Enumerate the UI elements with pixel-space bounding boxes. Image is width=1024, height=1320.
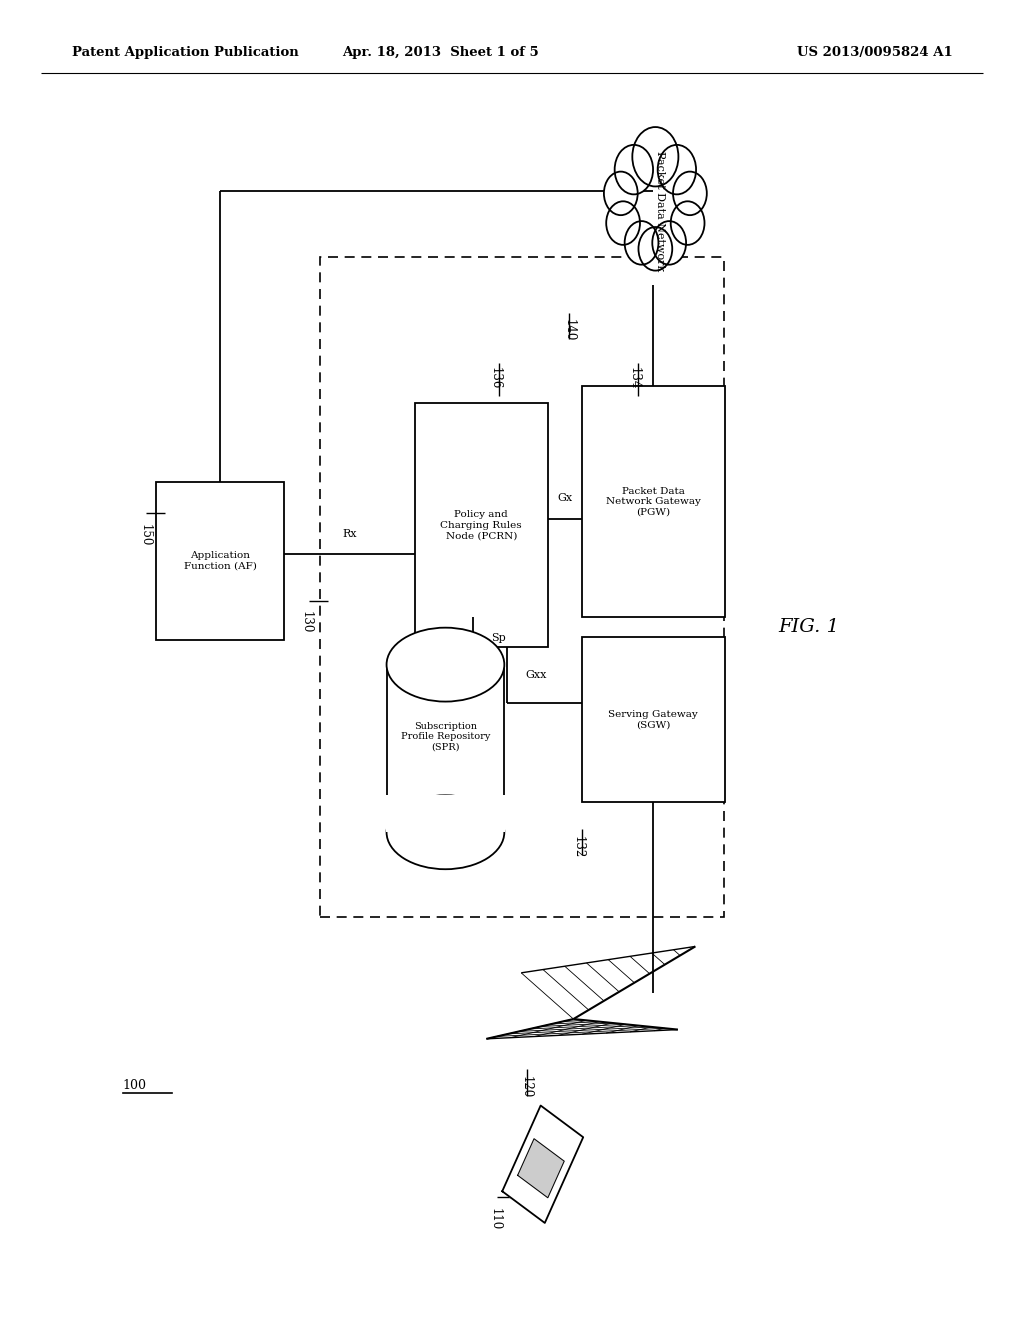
Text: Subscription
Profile Repository
(SPR): Subscription Profile Repository (SPR) bbox=[400, 722, 490, 751]
Text: Application
Function (AF): Application Function (AF) bbox=[183, 552, 257, 570]
Bar bbox=[319, 257, 725, 917]
Text: 130: 130 bbox=[299, 611, 312, 634]
Bar bbox=[385, 795, 506, 833]
Text: 134: 134 bbox=[628, 367, 641, 389]
Ellipse shape bbox=[386, 795, 504, 869]
Text: 138: 138 bbox=[415, 836, 428, 858]
Ellipse shape bbox=[386, 627, 504, 702]
Polygon shape bbox=[502, 1106, 584, 1222]
Text: 100: 100 bbox=[123, 1078, 146, 1092]
Bar bbox=[582, 385, 725, 618]
Text: Rx: Rx bbox=[342, 528, 356, 539]
Text: Packet Data
Network Gateway
(PGW): Packet Data Network Gateway (PGW) bbox=[606, 487, 700, 516]
Circle shape bbox=[671, 202, 705, 246]
Text: Policy and
Charging Rules
Node (PCRN): Policy and Charging Rules Node (PCRN) bbox=[440, 511, 522, 540]
Circle shape bbox=[633, 127, 679, 186]
Text: 140: 140 bbox=[562, 319, 575, 342]
Text: 110: 110 bbox=[488, 1208, 502, 1230]
Text: Patent Application Publication: Patent Application Publication bbox=[72, 46, 298, 59]
Circle shape bbox=[639, 227, 672, 271]
Circle shape bbox=[673, 172, 707, 215]
Text: 150: 150 bbox=[138, 524, 152, 546]
Bar bbox=[415, 404, 548, 648]
Text: Serving Gateway
(SGW): Serving Gateway (SGW) bbox=[608, 710, 698, 729]
Bar bbox=[156, 482, 284, 640]
Bar bbox=[387, 665, 504, 833]
Circle shape bbox=[606, 202, 640, 246]
Text: 136: 136 bbox=[488, 367, 502, 389]
Circle shape bbox=[614, 145, 653, 194]
Text: Packet Data Network: Packet Data Network bbox=[655, 150, 666, 272]
Text: Apr. 18, 2013  Sheet 1 of 5: Apr. 18, 2013 Sheet 1 of 5 bbox=[342, 46, 539, 59]
Circle shape bbox=[652, 222, 686, 264]
Text: Gx: Gx bbox=[557, 492, 572, 503]
Text: Sp: Sp bbox=[492, 632, 506, 643]
Circle shape bbox=[625, 222, 658, 264]
Bar bbox=[582, 636, 725, 801]
Circle shape bbox=[604, 172, 638, 215]
Text: 132: 132 bbox=[571, 836, 585, 858]
Text: 120: 120 bbox=[519, 1076, 532, 1098]
Circle shape bbox=[657, 145, 696, 194]
Text: Gxx: Gxx bbox=[525, 671, 547, 680]
Polygon shape bbox=[518, 1139, 564, 1197]
Text: US 2013/0095824 A1: US 2013/0095824 A1 bbox=[797, 46, 952, 59]
Text: FIG. 1: FIG. 1 bbox=[778, 618, 840, 636]
